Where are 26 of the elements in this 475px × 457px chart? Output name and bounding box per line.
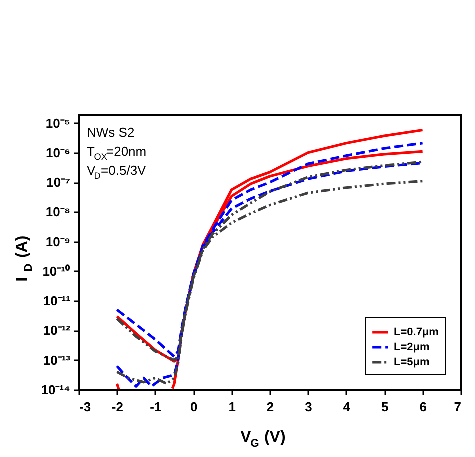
legend-label: L=0.7μm [394,326,440,338]
x-tick-label: -1 [150,400,162,414]
legend-label: L=5μm [394,356,430,368]
y-tick-label: 10⁻⁶ [46,145,71,160]
legend-label: L=2μm [394,342,430,354]
y-tick-label: 10⁻¹¹ [43,294,70,309]
x-tick-label: 4 [343,400,352,414]
x-tick-label: 2 [266,400,274,414]
y-tick-label: 10⁻¹⁰ [42,264,70,279]
y-tick-label: 10⁻⁹ [46,234,70,250]
x-tick-label: 1 [228,400,236,414]
x-tick-label: 5 [381,400,389,414]
x-tick-label: -2 [112,400,124,414]
y-tick-label: 10⁻⁸ [46,204,70,220]
y-tick-label: 10⁻¹² [43,323,72,338]
x-tick-label: 3 [305,400,312,414]
y-tick-label: 10⁻¹⁴ [41,382,70,398]
x-tick-label: 0 [190,400,198,414]
annotation: NWs S2 [87,125,135,140]
y-tick-label: 10⁻⁷ [46,175,70,190]
y-axis-title: ID (A) [14,236,35,282]
y-tick-label: 10⁻⁵ [46,116,70,131]
y-tick-label: 10⁻¹³ [43,352,72,368]
x-tick-label: -3 [80,400,92,414]
x-tick-label: 6 [420,400,427,414]
x-tick-label: 7 [454,400,462,414]
